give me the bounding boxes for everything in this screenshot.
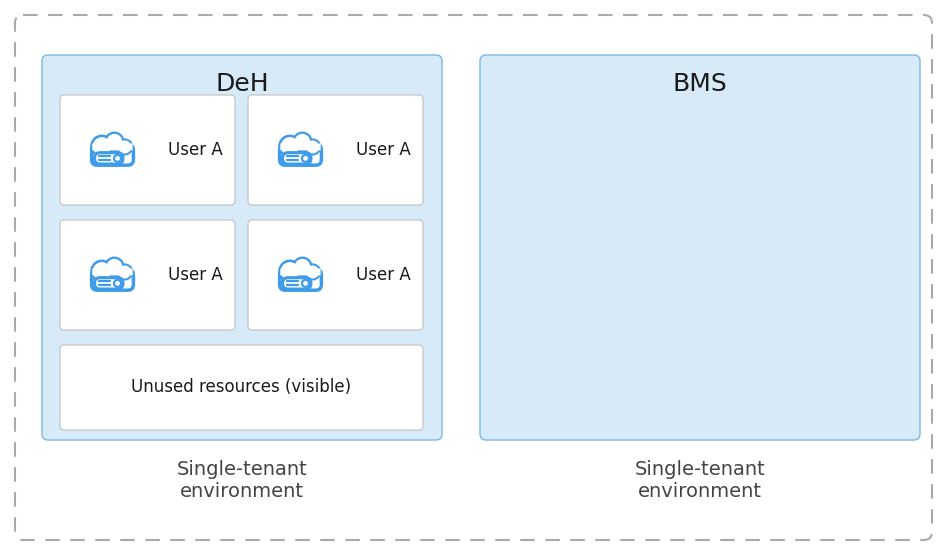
FancyBboxPatch shape xyxy=(60,220,235,330)
Text: User A: User A xyxy=(356,266,411,284)
FancyBboxPatch shape xyxy=(93,269,133,275)
Circle shape xyxy=(107,260,121,274)
Circle shape xyxy=(94,263,110,280)
Text: DeH: DeH xyxy=(215,72,269,96)
FancyBboxPatch shape xyxy=(60,345,423,430)
FancyBboxPatch shape xyxy=(248,95,423,205)
FancyBboxPatch shape xyxy=(95,278,123,289)
Circle shape xyxy=(295,134,310,149)
FancyBboxPatch shape xyxy=(279,269,321,290)
Circle shape xyxy=(280,137,300,156)
Circle shape xyxy=(307,141,318,153)
FancyBboxPatch shape xyxy=(280,144,321,150)
Circle shape xyxy=(306,265,319,279)
Circle shape xyxy=(118,141,131,153)
FancyBboxPatch shape xyxy=(248,220,423,330)
Circle shape xyxy=(302,280,309,287)
FancyBboxPatch shape xyxy=(15,15,932,540)
Circle shape xyxy=(92,137,112,156)
FancyBboxPatch shape xyxy=(279,144,321,165)
Circle shape xyxy=(307,266,318,278)
Circle shape xyxy=(106,258,123,275)
FancyBboxPatch shape xyxy=(95,153,123,164)
Circle shape xyxy=(106,133,123,150)
Circle shape xyxy=(281,138,298,155)
Circle shape xyxy=(302,155,309,162)
Text: User A: User A xyxy=(169,141,223,159)
Circle shape xyxy=(107,134,121,149)
FancyBboxPatch shape xyxy=(282,278,311,289)
Circle shape xyxy=(117,265,132,279)
Circle shape xyxy=(294,258,311,275)
Circle shape xyxy=(281,263,298,280)
FancyBboxPatch shape xyxy=(92,144,134,165)
FancyBboxPatch shape xyxy=(93,144,133,150)
Circle shape xyxy=(118,266,131,278)
FancyBboxPatch shape xyxy=(480,55,920,440)
Text: User A: User A xyxy=(169,266,223,284)
Circle shape xyxy=(306,140,319,154)
Circle shape xyxy=(294,133,311,150)
Circle shape xyxy=(92,261,112,281)
Circle shape xyxy=(295,260,310,274)
FancyBboxPatch shape xyxy=(60,95,235,205)
Circle shape xyxy=(280,261,300,281)
FancyBboxPatch shape xyxy=(92,269,134,290)
FancyBboxPatch shape xyxy=(280,269,321,275)
Text: BMS: BMS xyxy=(672,72,727,96)
Text: Single-tenant
environment: Single-tenant environment xyxy=(634,460,765,501)
Circle shape xyxy=(114,280,121,287)
Text: Single-tenant
environment: Single-tenant environment xyxy=(177,460,308,501)
Text: Unused resources (visible): Unused resources (visible) xyxy=(132,379,351,396)
Circle shape xyxy=(117,140,132,154)
FancyBboxPatch shape xyxy=(282,153,311,164)
FancyBboxPatch shape xyxy=(42,55,442,440)
Circle shape xyxy=(114,155,121,162)
Circle shape xyxy=(94,138,110,155)
Text: User A: User A xyxy=(356,141,411,159)
